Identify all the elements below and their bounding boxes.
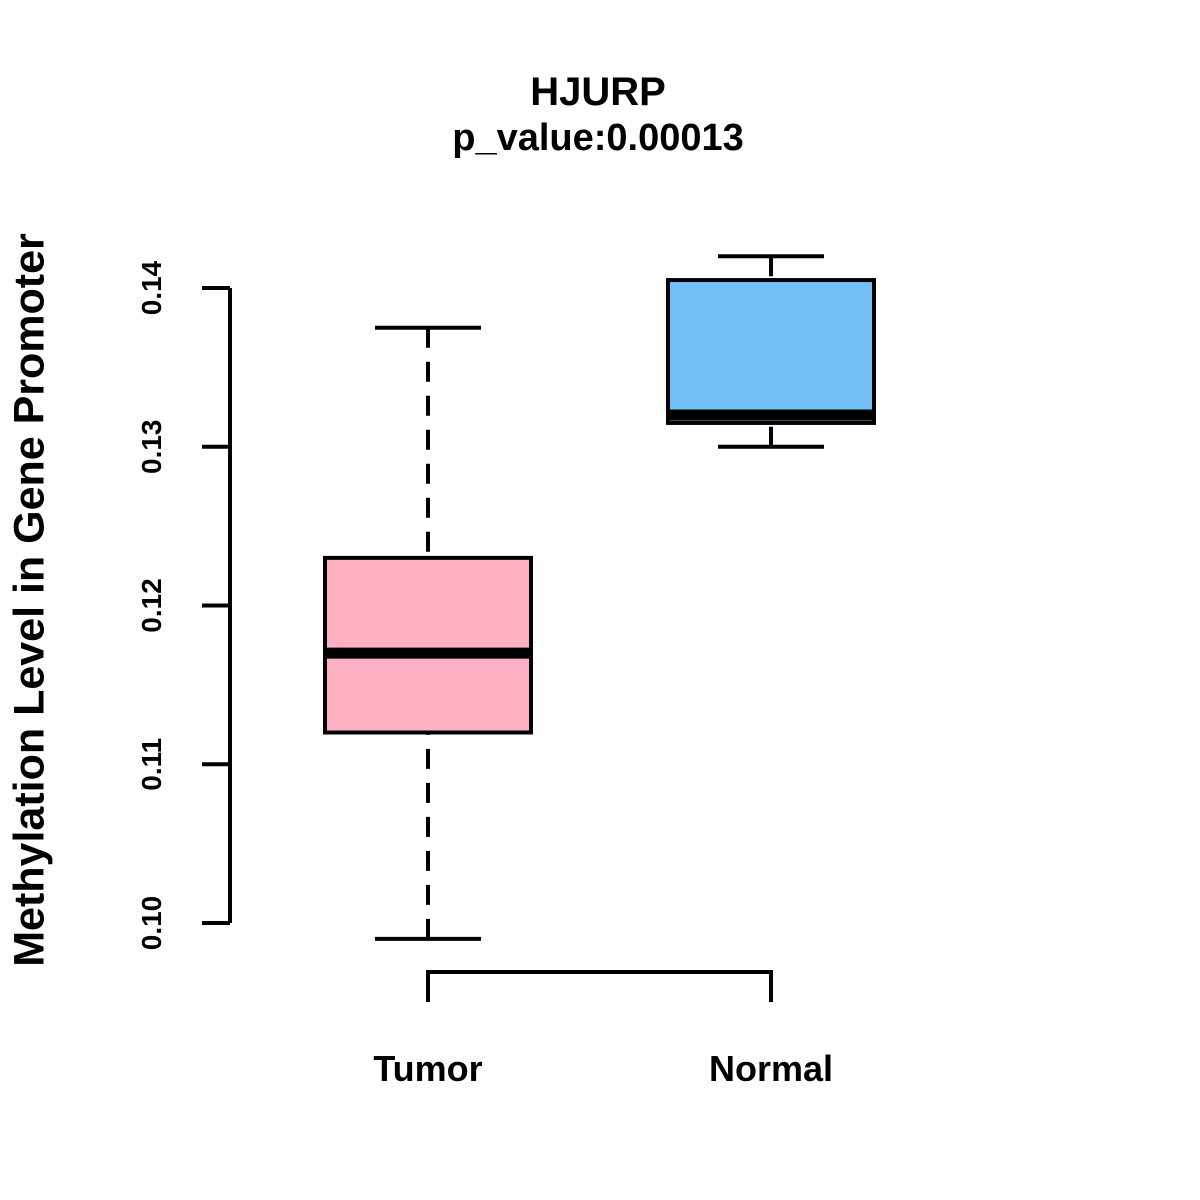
chart-title: HJURP [530, 70, 666, 114]
category-label-tumor: Tumor [373, 1048, 482, 1089]
x-axis-bracket [426, 970, 773, 1002]
y-tick-label: 0.14 [136, 260, 167, 315]
category-label-normal: Normal [709, 1048, 833, 1089]
y-tick-label: 0.12 [136, 578, 167, 633]
y-tick-label: 0.13 [136, 420, 167, 475]
tumor-box [323, 555, 533, 735]
y-tick-label: 0.11 [136, 738, 167, 791]
chart-subtitle: p_value:0.00013 [452, 117, 744, 159]
y-tick-label: 0.10 [136, 896, 167, 951]
normal-box [666, 278, 876, 425]
chart-title-block: HJURP p_value:0.00013 [230, 68, 966, 162]
